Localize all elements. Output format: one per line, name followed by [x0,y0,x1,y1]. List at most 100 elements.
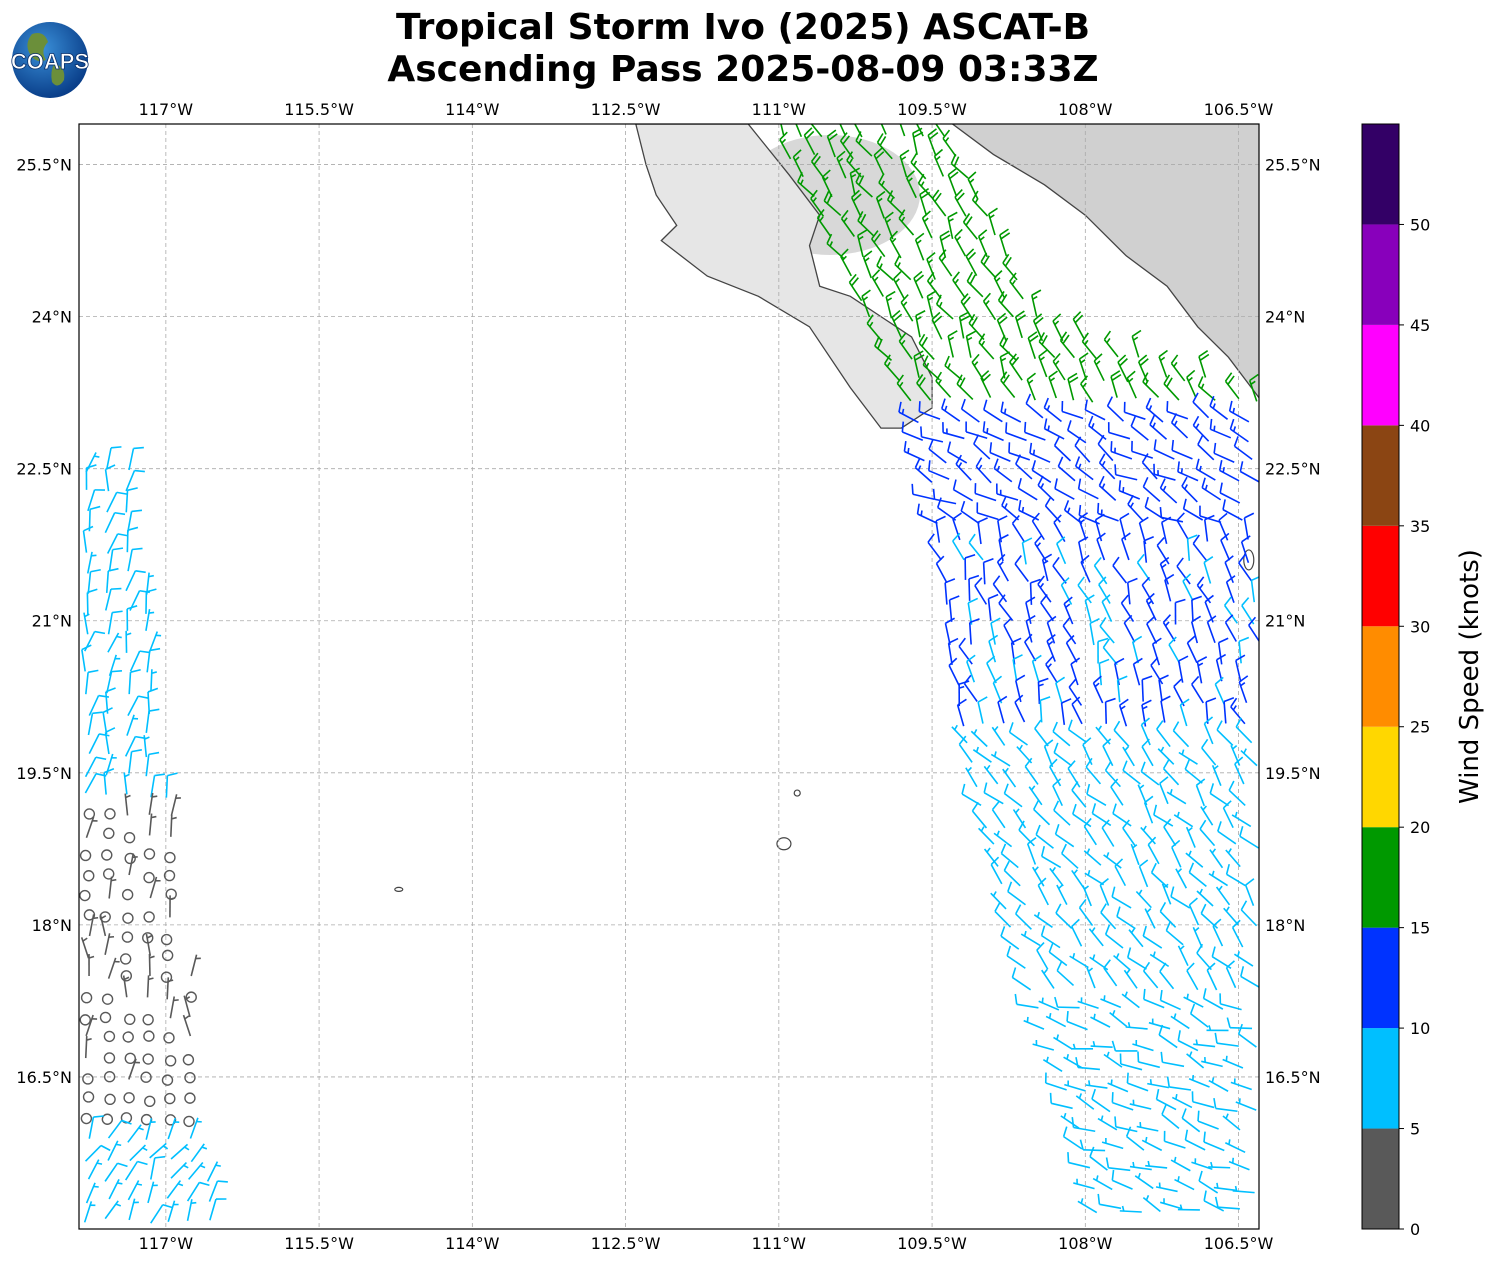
wind-barb [88,1115,104,1139]
lat-tick-label-left: 24°N [32,308,72,327]
barb-flag [1097,502,1100,514]
barb-flag [1186,369,1196,378]
lon-tick-label-top: 117°W [139,100,194,119]
barb-flag [1014,694,1024,703]
wind-barb [1031,460,1052,483]
barb-flag [1179,698,1190,706]
barb-staff [1068,728,1088,744]
barb-flag [850,167,861,174]
barb-half [1018,744,1023,751]
calm-circle [123,1092,135,1104]
barb-staff [1228,789,1246,807]
wind-barb [1091,803,1112,827]
barb-flag [971,801,979,812]
barb-staff [1243,517,1249,540]
wind-barb [884,211,894,240]
barb-flag [1046,633,1056,642]
wind-barb [88,733,110,755]
barb-half [1175,1093,1178,1100]
barb-flag [1197,434,1204,445]
barb-half [901,408,905,415]
barb-staff [1031,520,1045,541]
barb-flag [1097,434,1105,445]
plot-area [79,124,1259,1229]
wind-barb [990,891,1007,910]
wind-barb [142,1013,154,1026]
wind-barb [1078,512,1089,540]
barb-half [1173,1013,1177,1019]
barb-flag [1126,1072,1129,1084]
wind-barb [160,933,173,946]
wind-barb [1060,577,1073,605]
barb-half [184,1015,190,1020]
barb-flag [852,193,862,202]
wind-barb [1163,374,1180,401]
barb-staff [127,695,139,716]
barb-half [1211,848,1217,854]
barb-flag [1249,373,1259,382]
wind-barb [996,553,1009,582]
barb-flag [1053,435,1061,447]
wind-barb [1151,637,1162,666]
barb-flag [921,336,928,347]
barb-flag [1213,1097,1217,1109]
barb-staff [1054,445,1072,462]
barb-staff [1127,1082,1149,1092]
wind-barb [1149,414,1168,440]
barb-flag [971,353,980,363]
wind-barb [1103,330,1119,358]
barb-staff [1005,431,1027,442]
barb-flag [1100,903,1107,913]
wind-barb [1111,1092,1134,1111]
wind-barb [1129,1161,1152,1171]
barb-flag [1038,677,1049,683]
wind-barb [107,610,123,635]
calm-circle [80,1112,93,1125]
wind-barb [84,772,107,794]
barb-flag [965,216,973,226]
wind-barb [1230,1078,1252,1091]
barb-flag [906,170,915,179]
wind-barb [1223,596,1238,624]
wind-barb [1141,738,1154,767]
barb-half [913,160,918,166]
barb-flag [1131,329,1142,337]
plot-frame [78,123,1260,1230]
barb-flag [1055,676,1066,684]
barb-staff [1016,1003,1039,1009]
wind-barb [148,813,157,836]
wind-barb [1174,1176,1195,1191]
barb-flag [1218,637,1229,644]
wind-barb [1208,870,1229,887]
wind-barb [1097,434,1114,462]
barb-flag [105,464,116,471]
barb-flag [1088,415,1094,427]
barb-half [1137,1172,1141,1179]
barb-flag [1222,499,1226,510]
wind-barb [983,847,999,867]
barb-flag [876,133,884,143]
barb-flag [980,370,990,379]
wind-barb [916,374,932,401]
wind-barb [983,399,1003,423]
barb-flag [1216,720,1223,731]
barb-flag [973,434,980,445]
wind-barb [947,211,958,240]
barb-half [907,177,913,183]
wind-barb [1068,678,1083,706]
wind-barb [1179,698,1190,727]
colorbar-bin [1362,1028,1399,1129]
barb-half [929,279,934,285]
wind-barb [1041,968,1055,989]
barb-half [184,1146,190,1151]
barb-half [1212,403,1216,409]
barb-half [1250,380,1256,385]
barb-half [115,1203,122,1207]
barb-flag [1074,456,1081,467]
wind-barb [128,853,138,876]
barb-staff [1096,539,1106,561]
lon-tick-label-bottom: 111°W [752,1234,807,1253]
barb-flag [1143,988,1146,1000]
wind-barb [86,588,98,615]
barb-flag [1011,637,1022,644]
